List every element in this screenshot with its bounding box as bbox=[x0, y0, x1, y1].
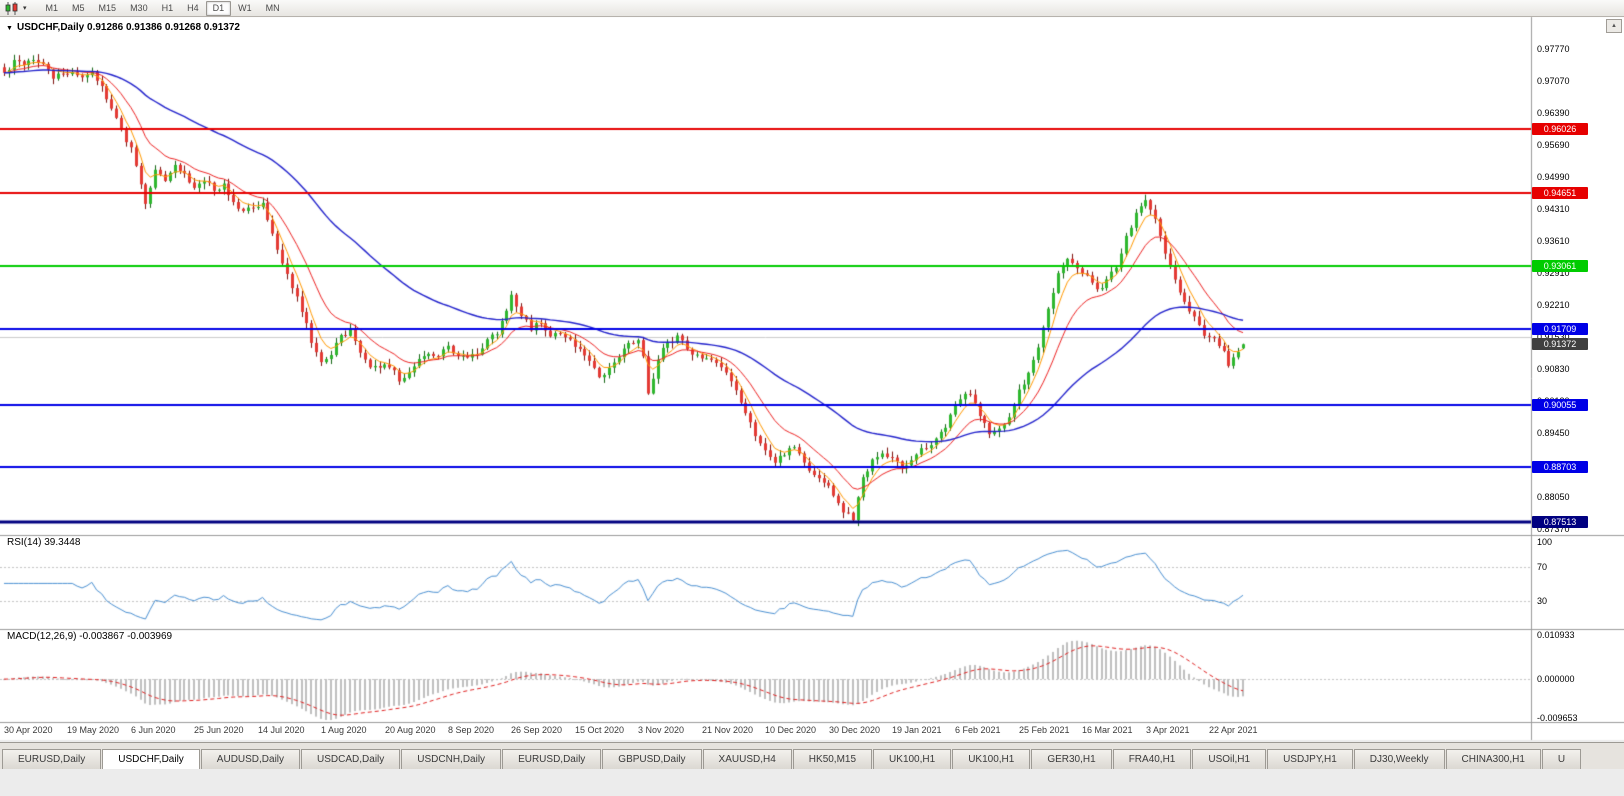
chart-tab-1-usdchf-daily[interactable]: USDCHF,Daily bbox=[102, 749, 200, 769]
chart-tab-14-usdjpy-h1[interactable]: USDJPY,H1 bbox=[1267, 749, 1353, 769]
price-axis-label: 0.92210 bbox=[1537, 300, 1570, 310]
macd-label: MACD(12,26,9) -0.003867 -0.003969 bbox=[7, 631, 173, 642]
level-price-badge: 0.96026 bbox=[1532, 123, 1588, 135]
date-axis-label: 30 Apr 2020 bbox=[4, 725, 53, 735]
rsi-axis-label: 70 bbox=[1537, 562, 1548, 572]
current-price-badge: 0.91372 bbox=[1532, 338, 1588, 350]
price-axis-label: 0.97070 bbox=[1537, 76, 1570, 86]
timeframe-button-mn[interactable]: MN bbox=[265, 2, 280, 13]
chart-type-dropdown-icon[interactable] bbox=[23, 4, 27, 12]
date-axis-label: 3 Apr 2021 bbox=[1146, 725, 1190, 735]
date-axis-label: 26 Sep 2020 bbox=[511, 725, 563, 735]
timeframe-button-m15[interactable]: M15 bbox=[98, 2, 117, 13]
price-axis-label: 0.88050 bbox=[1537, 492, 1570, 502]
timeframe-button-h4[interactable]: H4 bbox=[187, 2, 199, 13]
date-axis-label: 10 Dec 2020 bbox=[765, 725, 817, 735]
chart-tab-3-usdcad-daily[interactable]: USDCAD,Daily bbox=[301, 749, 401, 769]
price-axis-label: 0.95690 bbox=[1537, 140, 1570, 150]
price-axis-label: 0.87370 bbox=[1537, 524, 1570, 534]
chart-tab-16-china300-h1[interactable]: CHINA300,H1 bbox=[1445, 749, 1541, 769]
chart-tab-7-xauusd-h4[interactable]: XAUUSD,H4 bbox=[702, 749, 792, 769]
date-axis-label: 14 Jul 2020 bbox=[258, 725, 305, 735]
level-price-badge: 0.88703 bbox=[1532, 461, 1588, 473]
chart-title: USDCHF,Daily 0.91286 0.91386 0.91268 0.9… bbox=[17, 22, 240, 33]
level-price-badge: 0.91709 bbox=[1532, 323, 1588, 335]
date-axis-label: 6 Feb 2021 bbox=[955, 725, 1001, 735]
macd-panel-region[interactable] bbox=[0, 630, 1531, 722]
top-toolbar: M1 M5 M15 M30 H1 H4 D1 W1 MN bbox=[0, 0, 1624, 17]
timeframe-button-m30[interactable]: M30 bbox=[130, 2, 148, 13]
date-axis-label: 19 May 2020 bbox=[67, 725, 120, 735]
price-axis-label: 0.91530 bbox=[1537, 332, 1570, 342]
price-axis-label: 0.96390 bbox=[1537, 108, 1570, 118]
price-axis-label: 0.97770 bbox=[1537, 44, 1570, 54]
chart-tab-6-gbpusd-daily[interactable]: GBPUSD,Daily bbox=[602, 749, 702, 769]
chart-type-icon[interactable] bbox=[4, 1, 20, 15]
rsi-axis-label: 30 bbox=[1537, 596, 1548, 606]
date-axis-label: 3 Nov 2020 bbox=[638, 725, 685, 735]
date-axis-label: 16 Mar 2021 bbox=[1082, 725, 1133, 735]
date-axis-label: 30 Dec 2020 bbox=[829, 725, 881, 735]
chart-tab-4-usdcnh-daily[interactable]: USDCNH,Daily bbox=[401, 749, 502, 769]
chart-tabs-bar: EURUSD,Daily USDCHF,Daily AUDUSD,Daily USDC… bbox=[0, 742, 1624, 769]
rsi-panel-region[interactable] bbox=[0, 536, 1531, 628]
macd-axis-label: -0.009653 bbox=[1537, 713, 1578, 723]
timeframe-toolbar: M1 M5 M15 M30 H1 H4 D1 W1 MN bbox=[39, 0, 287, 16]
macd-axis-label: 0.010933 bbox=[1537, 630, 1575, 640]
price-axis-label: 0.92910 bbox=[1537, 268, 1570, 278]
chart-tab-15-dj30-weekly[interactable]: DJ30,Weekly bbox=[1353, 749, 1445, 769]
chart-tab-12-fra40-h1[interactable]: FRA40,H1 bbox=[1112, 749, 1192, 769]
date-axis-label: 25 Feb 2021 bbox=[1019, 725, 1070, 735]
date-axis-label: 21 Nov 2020 bbox=[702, 725, 754, 735]
chart-tab-2-audusd-daily[interactable]: AUDUSD,Daily bbox=[200, 749, 301, 769]
date-axis-label: 22 Apr 2021 bbox=[1209, 725, 1258, 735]
symbol-menu-icon[interactable] bbox=[6, 25, 13, 32]
date-axis-label: 20 Aug 2020 bbox=[385, 725, 436, 735]
level-price-badge: 0.94651 bbox=[1532, 187, 1588, 199]
chart-tab-17-u[interactable]: U bbox=[1541, 749, 1582, 769]
price-axis-label: 0.89450 bbox=[1537, 428, 1570, 438]
macd-axis-label: 0.000000 bbox=[1537, 674, 1575, 684]
timeframe-button-m1[interactable]: M1 bbox=[45, 2, 59, 13]
chart-tab-11-ger30-h1[interactable]: GER30,H1 bbox=[1031, 749, 1112, 769]
chart-tab-9-uk100-h1[interactable]: UK100,H1 bbox=[873, 749, 952, 769]
price-axis-label: 0.93610 bbox=[1537, 236, 1570, 246]
date-axis-label: 6 Jun 2020 bbox=[131, 725, 176, 735]
timeframe-button-m5[interactable]: M5 bbox=[72, 2, 85, 13]
price-axis-label: 0.90830 bbox=[1537, 364, 1570, 374]
rsi-axis-label: 100 bbox=[1537, 537, 1553, 547]
price-axis-label: 0.94990 bbox=[1537, 172, 1570, 182]
price-axis-label: 0.94310 bbox=[1537, 204, 1570, 214]
date-axis-label: 19 Jan 2021 bbox=[892, 725, 942, 735]
level-price-badge: 0.90055 bbox=[1532, 399, 1588, 411]
chart-tab-0-eurusd-daily[interactable]: EURUSD,Daily bbox=[2, 749, 102, 769]
main-chart-region[interactable] bbox=[0, 22, 1531, 535]
level-price-badge: 0.87513 bbox=[1532, 516, 1588, 528]
date-axis-label: 8 Sep 2020 bbox=[448, 725, 495, 735]
date-axis-label: 25 Jun 2020 bbox=[194, 725, 244, 735]
date-axis-label: 1 Aug 2020 bbox=[321, 725, 367, 735]
chart-tab-8-hk50-m15[interactable]: HK50,M15 bbox=[792, 749, 873, 769]
timeframe-button-d1[interactable]: D1 bbox=[205, 0, 232, 16]
level-price-badge: 0.93061 bbox=[1532, 260, 1588, 272]
timeframe-button-w1[interactable]: W1 bbox=[238, 2, 252, 13]
chart-tab-10-uk100-h1[interactable]: UK100,H1 bbox=[952, 749, 1031, 769]
scroll-up-button[interactable] bbox=[1606, 19, 1622, 33]
chart-tab-5-eurusd-daily[interactable]: EURUSD,Daily bbox=[502, 749, 602, 769]
date-axis-label: 15 Oct 2020 bbox=[575, 725, 625, 735]
timeframe-button-h1[interactable]: H1 bbox=[161, 2, 174, 13]
chart-tab-13-usoil-h1[interactable]: USOil,H1 bbox=[1192, 749, 1267, 769]
rsi-label: RSI(14) 39.3448 bbox=[7, 537, 81, 548]
